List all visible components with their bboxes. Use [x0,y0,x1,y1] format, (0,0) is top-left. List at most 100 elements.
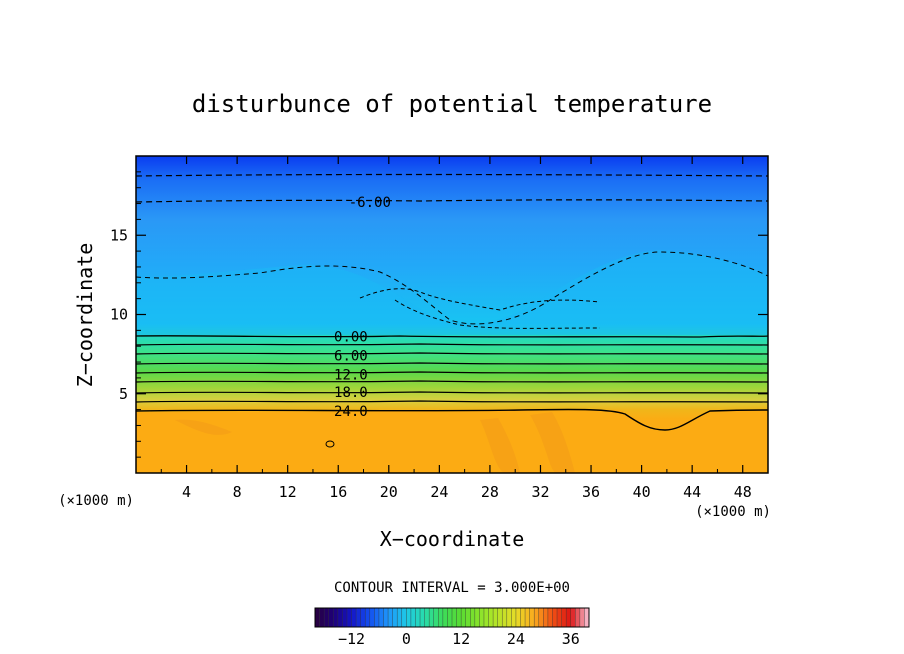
contour-label: 12.0 [334,368,368,384]
x-axis-label: X−coordinate [380,527,525,551]
colorbar-cell [461,608,466,627]
contour-label: 6.00 [334,349,368,365]
colorbar-cell [324,608,329,627]
colorbar-cell [319,608,325,627]
warm-patch-1 [480,418,520,473]
x-tick-label: 4 [182,483,191,501]
colorbar-cell [369,608,375,627]
colorbar-cell [538,608,544,627]
colorbar-cell [534,608,540,627]
colorbar-cell [520,608,526,627]
colorbar-tick-label: 36 [562,630,580,648]
colorbar-cell [356,608,361,627]
colorbar-cell [360,608,366,627]
colorbar-cell [566,608,572,627]
colorbar-tick-label: 24 [507,630,525,648]
colorbar-cell [493,608,498,627]
solid-contour-12 [136,371,768,374]
colorbar-cell [511,608,517,627]
contour-field [136,156,768,473]
colorbar-cell [337,608,343,627]
colorbar-cell [543,608,549,627]
colorbar-cell [506,608,512,627]
colorbar-cell [397,608,403,627]
colorbar-cell [365,608,371,627]
colorbar-cell [315,608,320,627]
contour-label: 24.0 [334,404,368,420]
colorbar-cell [452,608,457,627]
colorbar-cell [392,608,398,627]
solid-contour-21 [136,400,768,403]
solid-contour-3 [136,343,768,346]
x-tick-label: 16 [329,483,347,501]
colorbar-ticks: −12 0 12 24 36 [338,630,580,648]
colorbar-cell [456,608,462,627]
x-unit-left: (×1000 m) [58,493,134,509]
colorbar [314,607,590,628]
x-tick-label: 32 [531,483,549,501]
x-tick-label: 8 [233,483,242,501]
colorbar-cell [575,608,581,627]
colorbar-cell [351,608,357,627]
colorbar-cell [401,608,407,627]
colorbar-cell [433,608,439,627]
colorbar-cell [415,608,421,627]
dashed-contour-4 [359,288,601,311]
contour-interval-text: CONTOUR INTERVAL = 3.000E+00 [334,580,570,596]
colorbar-cell [561,608,567,627]
solid-contour-0 [136,335,768,338]
contour-label: 0.00 [334,330,368,346]
colorbar-cell [388,608,393,627]
colorbar-cell [479,608,485,627]
colorbar-cell [383,608,389,627]
colorbar-cell [474,608,480,627]
x-tick-label: 36 [582,483,600,501]
x-tick-label: 24 [430,483,448,501]
x-unit-right: (×1000 m) [695,504,771,520]
colorbar-cell [465,608,471,627]
solid-contour-9 [136,362,768,365]
chart-title: disturbunce of potential temperature [192,90,712,118]
solid-contour-24 [136,408,768,431]
colorbar-cell [378,608,384,627]
colorbar-tick-label: 0 [402,630,411,648]
y-tick-label: 5 [119,385,128,403]
x-tick-label: 12 [279,483,297,501]
colorbar-cell [483,608,489,627]
upper-lobe [136,250,768,335]
contour-labels: -6.00 0.00 6.00 12.018.0 24.0 [334,195,391,420]
x-tick-label: 20 [380,483,398,501]
colorbar-cell [515,608,521,627]
colorbar-cell [406,608,412,627]
colorbar-cell [342,608,348,627]
colorbar-cell [429,608,435,627]
colorbar-cell [525,608,530,627]
colorbar-frame [314,607,590,628]
colorbar-cell [328,608,334,627]
colorbar-tick-label: 12 [452,630,470,648]
dashed-contour-2 [136,199,768,203]
solid-contour-6 [136,352,768,355]
colorbar-cell [547,608,553,627]
small-contour-loop [325,440,335,448]
y-tick-label: 10 [110,306,128,324]
colorbar-cell [438,608,444,627]
colorbar-cell [447,608,453,627]
colorbar-cell [410,608,416,627]
y-tick-label: 15 [110,226,128,244]
colorbar-cell [584,608,590,627]
contour-label: 18.0 [334,385,368,401]
x-tick-label: 44 [683,483,701,501]
colorbar-cell [470,608,476,627]
y-axis: 5 10 15 [110,171,768,458]
colorbar-cell [502,608,508,627]
colorbar-cell [442,608,448,627]
x-axis: 4 8 12 16 20 24 28 32 36 40 44 48 [160,156,752,501]
solid-contour-18 [136,391,768,394]
dashed-contour-1 [136,173,768,177]
contour-label: -6.00 [349,195,391,211]
x-tick-label: 40 [633,483,651,501]
solid-contour-15 [136,380,768,383]
colorbar-cell [570,608,576,627]
